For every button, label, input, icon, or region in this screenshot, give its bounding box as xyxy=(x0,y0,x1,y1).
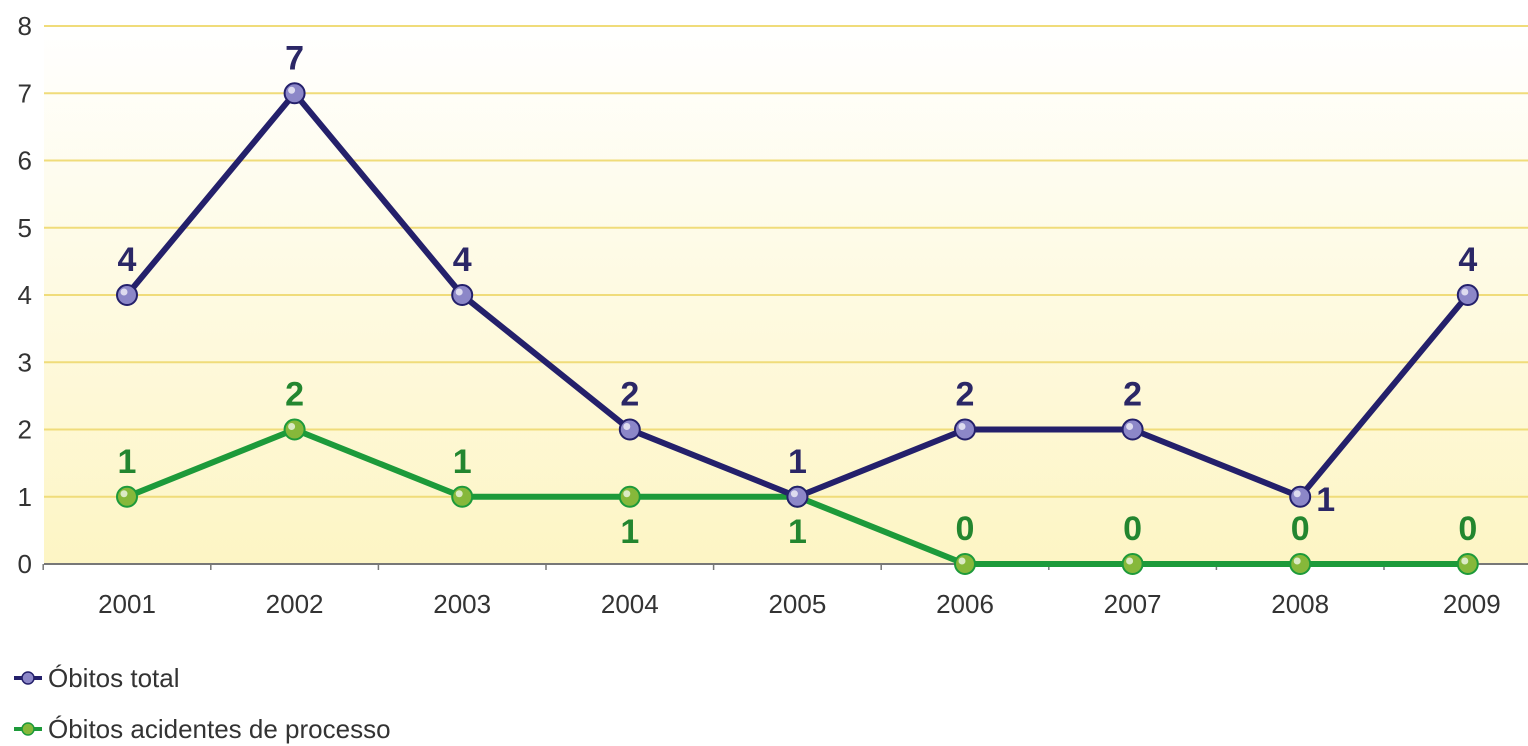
y-tick-label: 6 xyxy=(18,146,32,176)
data-point xyxy=(1121,553,1144,575)
data-point xyxy=(283,82,306,105)
data-point-highlight xyxy=(790,490,798,498)
y-tick-label: 5 xyxy=(18,213,32,243)
x-tick-label: 2009 xyxy=(1443,589,1501,619)
data-label: 2 xyxy=(620,376,639,414)
x-tick-label: 2002 xyxy=(266,589,324,619)
y-tick-label: 8 xyxy=(18,11,32,41)
data-point xyxy=(451,485,474,508)
data-point xyxy=(954,553,976,575)
legend-marker xyxy=(21,722,35,736)
y-tick-label: 7 xyxy=(18,78,32,108)
data-label: 2 xyxy=(956,376,975,414)
data-point xyxy=(618,418,641,441)
data-point xyxy=(283,418,306,441)
x-tick-label: 2006 xyxy=(936,589,994,619)
data-label: 0 xyxy=(1458,510,1477,548)
series-markers xyxy=(116,82,1479,575)
data-point xyxy=(1121,418,1144,441)
x-tick-label: 2001 xyxy=(98,589,156,619)
y-tick-label: 4 xyxy=(18,280,32,310)
data-point xyxy=(116,284,138,306)
data-point-highlight xyxy=(288,423,296,430)
data-point xyxy=(116,485,138,508)
data-label: 1 xyxy=(453,443,472,481)
legend-label: Óbitos total xyxy=(48,663,180,693)
data-point xyxy=(954,418,976,441)
data-label: 1 xyxy=(788,443,807,481)
legend-label: Óbitos acidentes de processo xyxy=(48,714,391,744)
data-point-highlight xyxy=(958,423,966,430)
data-label: 0 xyxy=(1123,510,1142,548)
data-point-highlight xyxy=(120,490,128,498)
data-point-highlight xyxy=(455,490,463,498)
data-point xyxy=(1456,553,1479,575)
data-point-highlight xyxy=(288,86,296,94)
data-point-highlight xyxy=(623,490,631,498)
y-axis-tick-labels: 0 1 2 3 4 5 6 7 8 xyxy=(18,11,32,579)
data-label: 7 xyxy=(285,39,304,77)
data-point-highlight xyxy=(1126,423,1134,430)
y-tick-label: 0 xyxy=(18,549,32,579)
x-tick-label: 2003 xyxy=(433,589,491,619)
data-label: 1 xyxy=(620,513,639,551)
legend: Óbitos total Óbitos acidentes de processo xyxy=(14,663,391,744)
data-point-highlight xyxy=(455,288,463,296)
data-label: 4 xyxy=(453,241,472,279)
data-point xyxy=(1289,553,1312,575)
data-label: 2 xyxy=(285,376,304,414)
data-point xyxy=(451,284,474,306)
data-point-highlight xyxy=(1126,557,1134,565)
data-label: 2 xyxy=(1123,376,1142,414)
data-point xyxy=(1289,485,1312,508)
data-label: 4 xyxy=(1458,241,1477,279)
data-point-highlight xyxy=(623,423,631,430)
data-label: 0 xyxy=(956,510,975,548)
data-label: 4 xyxy=(118,241,137,279)
y-tick-label: 2 xyxy=(18,415,32,445)
data-point xyxy=(618,485,641,508)
data-label: 1 xyxy=(788,513,807,551)
x-axis-tick-labels: 2001 2002 2003 2004 2005 2006 2007 2008 2009 xyxy=(98,589,1501,619)
y-tick-label: 1 xyxy=(18,482,32,512)
data-point-highlight xyxy=(1461,557,1469,565)
data-point-highlight xyxy=(120,288,128,296)
data-point xyxy=(786,485,809,508)
data-point-highlight xyxy=(958,557,966,565)
y-tick-label: 3 xyxy=(18,347,32,377)
data-point xyxy=(1456,284,1479,306)
data-label: 1 xyxy=(118,443,137,481)
x-tick-label: 2007 xyxy=(1104,589,1162,619)
x-tick-label: 2005 xyxy=(768,589,826,619)
data-point-highlight xyxy=(1293,557,1301,565)
data-label: 0 xyxy=(1291,510,1310,548)
data-label: 1 xyxy=(1316,481,1335,519)
x-tick-label: 2008 xyxy=(1271,589,1329,619)
data-point-highlight xyxy=(1461,288,1469,296)
data-point-highlight xyxy=(1293,490,1301,498)
legend-marker xyxy=(21,671,35,685)
x-tick-label: 2004 xyxy=(601,589,659,619)
